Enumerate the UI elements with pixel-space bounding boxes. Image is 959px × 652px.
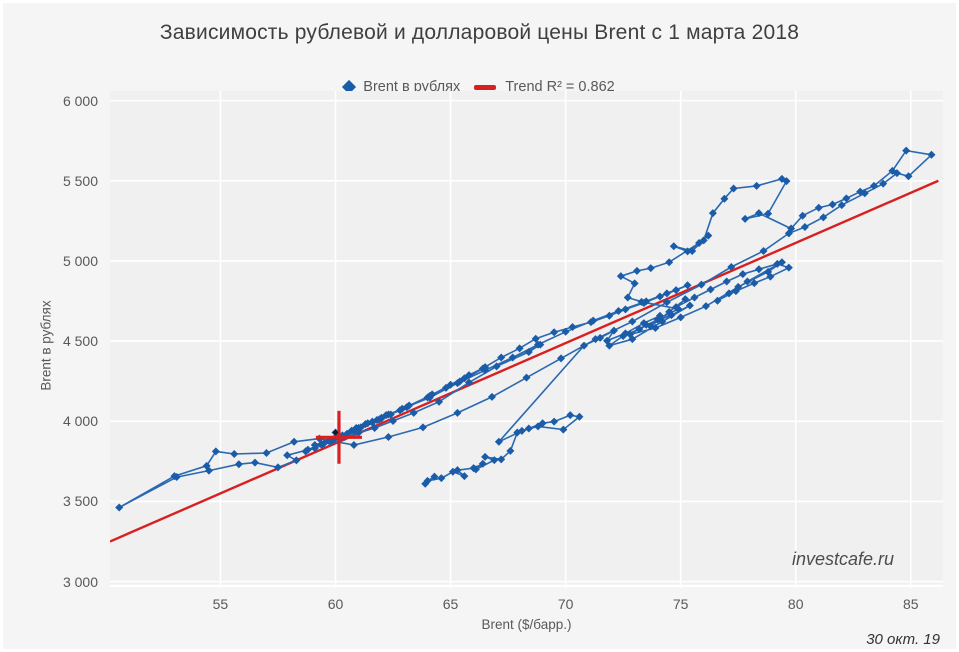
watermark: investcafe.ru	[791, 549, 895, 569]
y-tick-label: 5 500	[62, 172, 98, 189]
trend-dash-icon	[474, 84, 497, 90]
y-tick-label: 3 000	[62, 573, 98, 590]
current-point-dot	[332, 429, 339, 436]
y-tick-label: 6 000	[62, 92, 98, 109]
series-markers	[115, 146, 936, 512]
plot-area-background	[110, 91, 943, 588]
x-tick-label: 55	[212, 596, 229, 612]
series-line	[118, 149, 934, 509]
date-label: 30 окт. 19	[866, 631, 940, 648]
y-tick-label: 4 500	[62, 333, 98, 350]
y-tick-label: 5 000	[62, 252, 98, 269]
x-tick-label: 60	[327, 596, 344, 612]
x-tick-label: 70	[557, 596, 574, 612]
x-tick-label: 65	[442, 596, 459, 612]
x-tick-label: 85	[902, 596, 919, 612]
chart-title: Зависимость рублевой и долларовой цены B…	[159, 21, 800, 44]
scatter-plot	[110, 91, 943, 588]
y-tick-label: 4 000	[62, 413, 98, 430]
trend-line	[110, 179, 939, 543]
x-tick-label: 80	[787, 596, 804, 612]
x-tick-label: 75	[672, 596, 689, 612]
y-tick-label: 3 500	[62, 493, 98, 510]
y-axis-title: Brent в рублях	[38, 300, 54, 391]
x-axis-title: Brent ($/барр.)	[481, 617, 572, 632]
